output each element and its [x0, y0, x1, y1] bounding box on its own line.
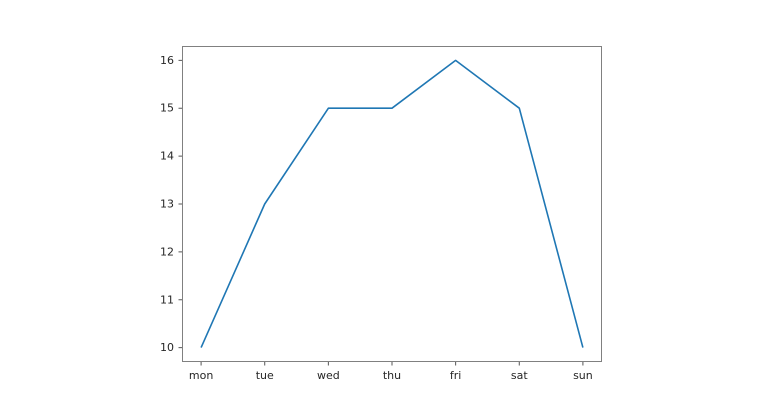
x-tick-label: sun [573, 369, 593, 382]
x-tick-label: fri [450, 369, 461, 382]
y-tick-label: 12 [160, 245, 174, 258]
y-tick-label: 11 [160, 293, 174, 306]
x-tick-label: tue [256, 369, 274, 382]
x-tick-label: mon [189, 369, 213, 382]
x-tick-label: wed [317, 369, 340, 382]
y-tick-label: 15 [160, 102, 174, 115]
y-tick-label: 16 [160, 54, 174, 67]
y-tick-label: 10 [160, 341, 174, 354]
y-tick-label: 13 [160, 198, 174, 211]
y-tick-label: 14 [160, 150, 174, 163]
data-series-line [200, 59, 584, 348]
x-tick-label: sat [511, 369, 528, 382]
x-tick-label: thu [383, 369, 401, 382]
axes-spines [182, 46, 602, 362]
